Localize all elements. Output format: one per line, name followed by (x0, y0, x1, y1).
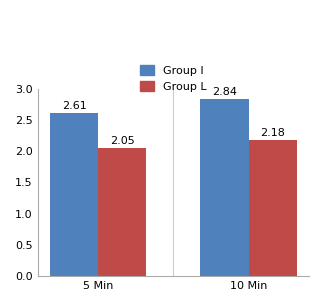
Bar (249, 140, 297, 276)
Bar (98, 148, 146, 276)
Legend: Group I, Group L: Group I, Group L (136, 60, 211, 96)
Text: 2.61: 2.61 (62, 101, 87, 111)
Bar (200, 99, 249, 276)
Text: 2.18: 2.18 (260, 128, 285, 138)
Bar (50, 113, 98, 276)
Text: 2.84: 2.84 (212, 87, 237, 97)
Text: 2.05: 2.05 (110, 136, 134, 146)
